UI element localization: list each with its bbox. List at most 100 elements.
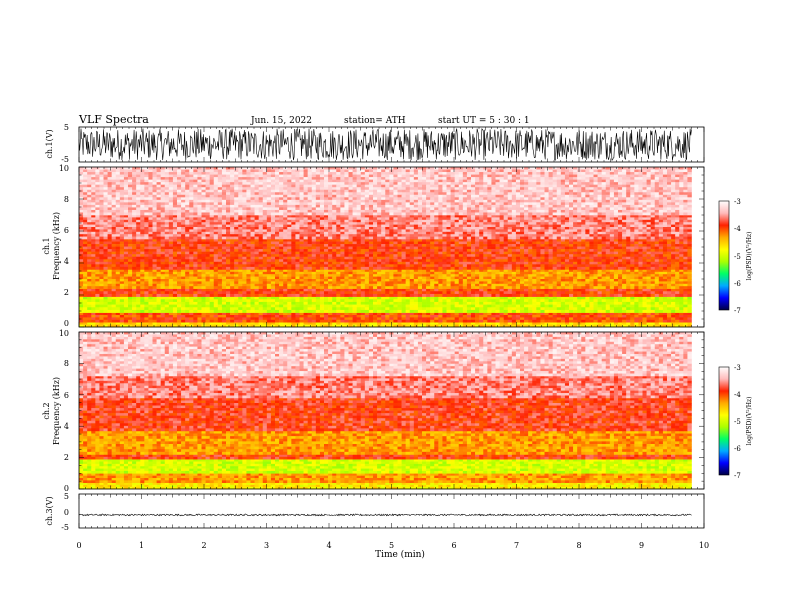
spectrogram-cell: [181, 249, 186, 252]
spectrogram-cell: [107, 293, 112, 297]
spectrogram-cell: [613, 281, 619, 285]
spectrogram-cell: [381, 301, 386, 305]
spectrogram-cell: [299, 269, 304, 273]
spectrogram-cell: [336, 254, 341, 258]
spectrogram-cell: [524, 312, 529, 316]
spectrogram-cell: [450, 251, 455, 255]
spectrogram-cell: [242, 283, 247, 287]
spectrogram-cell: [213, 317, 219, 321]
spectrogram-cell: [172, 304, 178, 308]
spectrogram-cell: [377, 276, 382, 280]
spectrogram-cell: [107, 322, 112, 325]
spectrogram-cell: [413, 315, 419, 318]
spectrogram-cell: [593, 301, 598, 305]
spectrogram-cell: [573, 286, 578, 289]
spectrogram-cell: [152, 299, 157, 303]
spectrogram-cell: [401, 315, 406, 318]
spectrogram-cell: [552, 254, 558, 258]
spectrogram-cell: [364, 307, 370, 311]
spectrogram-cell: [499, 281, 504, 285]
spectrogram-cell: [515, 293, 521, 297]
spectrogram-cell: [140, 315, 145, 318]
spectrogram-cell: [164, 324, 170, 328]
spectrogram-cell: [552, 271, 558, 275]
spectrogram-cell: [511, 296, 517, 300]
spectrogram-cell: [197, 324, 202, 328]
spectrogram-cell: [458, 307, 464, 311]
spectrogram-cell: [483, 261, 488, 265]
spectrogram-cell: [585, 269, 590, 273]
spectrogram-cell: [132, 244, 137, 247]
spectrogram-cell: [442, 293, 447, 297]
spectrogram-cell: [156, 264, 161, 268]
spectrogram-cell: [115, 317, 121, 321]
spectrogram-cell: [446, 301, 451, 305]
spectrogram-cell: [352, 293, 357, 297]
spectrogram-cell: [168, 259, 174, 263]
spectrogram-cell: [197, 276, 202, 280]
spectrogram-cell: [540, 244, 545, 247]
spectrogram-cell: [360, 274, 366, 277]
spectrogram-cell: [209, 299, 215, 303]
spectrogram-cell: [577, 288, 582, 292]
spectrogram-cell: [511, 249, 517, 252]
spectrogram-cell: [438, 256, 443, 260]
spectrogram-cell: [201, 307, 206, 311]
spectrogram-cell: [332, 319, 337, 323]
spectrogram-cell: [193, 312, 198, 316]
spectrogram-cell: [205, 309, 210, 313]
spectrogram-cell: [438, 246, 443, 250]
spectrogram-cell: [671, 261, 676, 265]
spectrogram-cell: [234, 244, 239, 247]
spectrogram-cell: [548, 249, 553, 252]
spectrogram-cell: [613, 299, 619, 303]
spectrogram-cell: [393, 288, 398, 292]
spectrogram-cell: [503, 299, 509, 303]
spectrogram-cell: [172, 293, 178, 297]
spectrogram-cell: [340, 286, 345, 289]
spectrogram-cell: [177, 288, 182, 292]
spectrogram-cell: [495, 288, 500, 292]
spectrogram-cell: [356, 241, 362, 245]
spectrogram-cell: [287, 286, 292, 289]
spectrogram-cell: [234, 296, 239, 300]
spectrogram-cell: [626, 293, 631, 297]
spectrogram-cell: [515, 251, 521, 255]
spectrogram-cell: [266, 269, 272, 273]
spectrogram-cell: [397, 261, 402, 265]
spectrogram-cell: [524, 322, 529, 325]
spectrogram-cell: [667, 315, 672, 318]
spectrogram-cell: [258, 246, 264, 250]
spectrogram-cell: [630, 259, 635, 263]
spectrogram-cell: [556, 276, 562, 280]
spectrogram-cell: [466, 256, 472, 260]
spectrogram-cell: [642, 274, 647, 277]
spectrogram-cell: [111, 288, 117, 292]
spectrogram-cell: [524, 315, 529, 318]
spectrogram-cell: [185, 324, 190, 328]
spectrogram-cell: [344, 312, 349, 316]
spectrogram-cell: [495, 312, 500, 316]
spectrogram-cell: [581, 315, 586, 318]
spectrogram-cell: [148, 286, 153, 289]
spectrogram-cell: [381, 286, 386, 289]
spectrogram-cell: [164, 304, 170, 308]
spectrogram-cell: [507, 319, 513, 323]
spectrogram-cell: [119, 274, 125, 277]
spectrogram-cell: [593, 271, 598, 275]
spectrogram-cell: [103, 286, 108, 289]
spectrogram-cell: [564, 249, 570, 252]
spectrogram-cell: [91, 239, 96, 242]
spectrogram-cell: [634, 296, 639, 300]
spectrogram-cell: [483, 319, 488, 323]
spectrogram-cell: [597, 241, 602, 245]
spectrogram-cell: [397, 291, 402, 295]
spectrogram-cell: [466, 307, 472, 311]
spectrogram-cell: [197, 322, 202, 325]
spectrogram-cell: [581, 254, 586, 258]
spectrogram-cell: [654, 312, 660, 316]
spectrogram-cell: [373, 261, 378, 265]
spectrogram-cell: [556, 239, 562, 242]
spectrogram-cell: [397, 315, 402, 318]
spectrogram-cell: [377, 269, 382, 273]
